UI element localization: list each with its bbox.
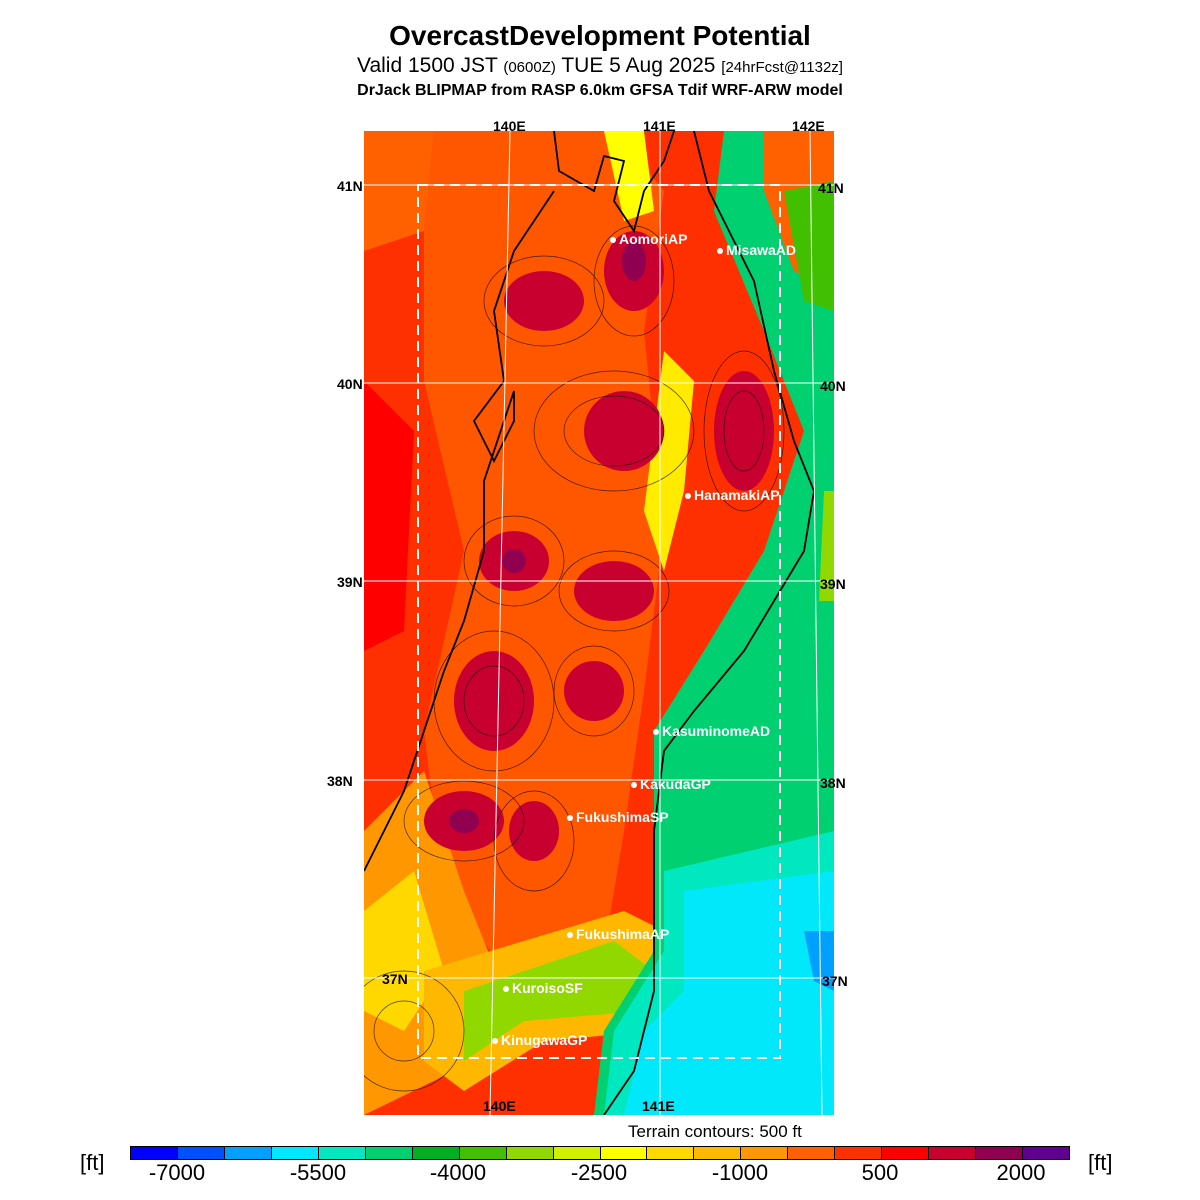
station-label: KinugawaGP	[501, 1032, 588, 1048]
color-scale-swatch	[835, 1147, 883, 1159]
color-scale-swatch	[224, 1147, 272, 1159]
color-scale-swatch	[412, 1147, 460, 1159]
station-fukushima-ap: FukushimaAP	[567, 926, 669, 942]
station-label: MisawaAD	[726, 242, 797, 258]
scale-tick-label: -5500	[289, 1160, 347, 1185]
lat-label-left: 39N	[337, 574, 363, 590]
station-kakuda: KakudaGP	[631, 776, 711, 792]
terrain-contour-note: Terrain contours: 500 ft	[628, 1122, 802, 1141]
lon-label-bottom: 140E	[483, 1098, 516, 1114]
forecast-info: [24hrFcst@1132z]	[721, 59, 843, 76]
station-kasuminome: KasuminomeAD	[653, 723, 770, 739]
color-scale-swatch	[1023, 1147, 1070, 1159]
station-label: FukushimaSP	[576, 809, 669, 825]
scale-tick-label: -4000	[429, 1160, 487, 1185]
color-scale-swatch	[553, 1147, 601, 1159]
station-fukushima-sp: FukushimaSP	[567, 809, 669, 825]
lat-label-right: 37N	[822, 973, 848, 989]
valid-date: TUE 5 Aug 2025	[561, 54, 716, 77]
lat-label-right: 38N	[820, 775, 846, 791]
valid-main: Valid 1500 JST	[357, 54, 498, 77]
color-scale-bar	[130, 1146, 1070, 1160]
color-scale-swatch	[318, 1147, 366, 1159]
color-scale-swatch	[600, 1147, 648, 1159]
lon-label-top: 142E	[792, 118, 825, 134]
map-title: OvercastDevelopment Potential	[389, 20, 811, 51]
station-label: KasuminomeAD	[662, 723, 771, 739]
color-scale-swatch	[271, 1147, 319, 1159]
color-scale-swatch	[788, 1147, 836, 1159]
station-aomori: AomoriAP	[610, 231, 687, 247]
unit-label-left: [ft]	[80, 1150, 105, 1175]
forecast-map	[364, 131, 834, 1115]
scale-tick-label: -1000	[711, 1160, 769, 1185]
lon-label-top: 140E	[493, 118, 526, 134]
station-kuroiso: KuroisoSF	[503, 980, 583, 996]
scale-tick-label: -7000	[148, 1160, 206, 1185]
scale-tick-label: 2000	[996, 1160, 1046, 1185]
color-scale-swatch	[929, 1147, 977, 1159]
valid-time: Valid 1500 JST (0600Z) TUE 5 Aug 2025 [2…	[0, 54, 1200, 78]
station-kinugawa: KinugawaGP	[492, 1032, 587, 1048]
color-scale-swatch	[694, 1147, 742, 1159]
station-label: FukushimaAP	[576, 926, 670, 942]
color-scale-swatch	[131, 1147, 178, 1159]
lat-label-left: 40N	[337, 376, 363, 392]
color-scale-swatch	[365, 1147, 413, 1159]
lat-label-right: 40N	[820, 378, 846, 394]
color-scale-swatch	[177, 1147, 225, 1159]
color-scale-swatch	[459, 1147, 507, 1159]
lat-label-right: 39N	[820, 576, 846, 592]
station-misawa: MisawaAD	[717, 242, 796, 258]
station-label: AomoriAP	[619, 231, 688, 247]
valid-utc: (0600Z)	[503, 59, 556, 76]
color-scale-swatch	[506, 1147, 554, 1159]
scale-tick-label: 500	[861, 1160, 899, 1185]
model-source: DrJack BLIPMAP from RASP 6.0km GFSA Tdif…	[357, 82, 843, 99]
color-scale-swatch	[882, 1147, 930, 1159]
lat-label-left: 38N	[327, 773, 353, 789]
lat-label-left: 41N	[337, 178, 363, 194]
lon-label-bottom: 141E	[642, 1098, 675, 1114]
color-scale-swatch	[647, 1147, 695, 1159]
lon-label-top: 141E	[643, 118, 676, 134]
color-scale-swatch	[976, 1147, 1024, 1159]
station-label: HanamakiAP	[694, 487, 780, 503]
station-label: KakudaGP	[640, 776, 711, 792]
unit-label-right: [ft]	[1088, 1150, 1113, 1175]
color-scale-swatch	[741, 1147, 789, 1159]
scale-tick-label: -2500	[570, 1160, 628, 1185]
station-label: KuroisoSF	[512, 980, 583, 996]
lat-label-right: 41N	[818, 180, 844, 196]
station-hanamaki: HanamakiAP	[685, 487, 780, 503]
lat-label-left: 37N	[382, 971, 408, 987]
